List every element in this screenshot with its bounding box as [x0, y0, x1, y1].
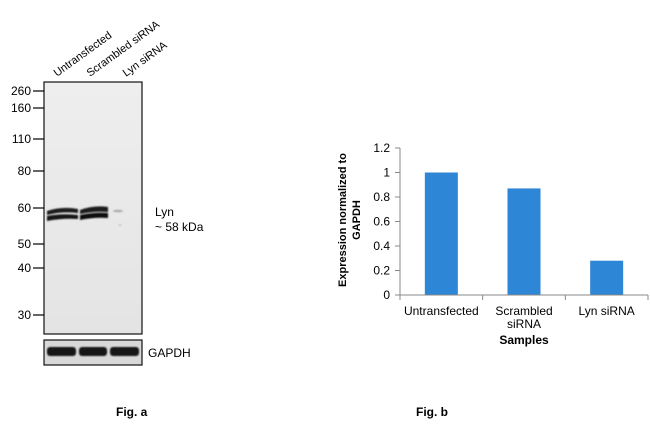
blot-panel — [43, 81, 143, 335]
marker-110: 110 — [12, 132, 31, 146]
figure-b-caption: Fig. b — [416, 405, 448, 419]
marker-30: 30 — [18, 308, 32, 322]
western-blot-figure: Untransfected Scrambled siRNA Lyn siRNA … — [11, 18, 204, 366]
band-lyn-sirna-faint — [113, 209, 123, 213]
y-tick-label: 1.2 — [373, 141, 390, 155]
y-tick-label: 0.4 — [373, 239, 390, 253]
gapdh-bands — [47, 347, 139, 356]
marker-40: 40 — [18, 261, 32, 275]
x-tick-label: Untransfected — [404, 304, 479, 318]
x-axis-title: Samples — [499, 333, 549, 347]
marker-60: 60 — [18, 201, 32, 215]
marker-50: 50 — [18, 237, 32, 251]
marker-260: 260 — [11, 84, 31, 98]
bars — [424, 172, 624, 295]
marker-80: 80 — [18, 164, 32, 178]
marker-160: 160 — [11, 101, 31, 115]
x-tick-label: Scrambled — [495, 304, 552, 318]
x-tick-label: siRNA — [507, 317, 541, 331]
band-label-lyn: Lyn — [155, 205, 174, 219]
bar — [507, 188, 541, 295]
band-scrambled-upper — [80, 206, 108, 214]
y-tick-label: 1 — [383, 166, 390, 180]
y-tick-label: 0 — [383, 288, 390, 302]
band-untransfected-lower — [47, 214, 78, 221]
figure-a-caption: Fig. a — [116, 405, 148, 419]
band-scrambled-lower — [80, 212, 108, 220]
band-untransfected-upper — [47, 207, 78, 215]
band-lyn-sirna-faint-2 — [118, 224, 122, 226]
y-tick-label: 0.6 — [373, 215, 390, 229]
y-axis-label-line2: GAPDH — [351, 200, 363, 240]
y-axis: 0 0.2 0.4 0.6 0.8 1 1.2 — [373, 141, 401, 302]
lyn-bands — [47, 206, 123, 226]
bar-chart: Expression normalized to GAPDH 0 0.2 0.4 0.… — [337, 141, 649, 347]
x-tick-label: Lyn siRNA — [579, 304, 635, 318]
y-tick-label: 0.8 — [373, 190, 390, 204]
bar — [424, 172, 458, 295]
bar — [590, 260, 624, 295]
band-label-size: ~ 58 kDa — [155, 220, 204, 234]
marker-ladder: 260 160 110 80 60 50 40 30 — [11, 84, 44, 322]
y-axis-label-line1: Expression normalized to — [337, 153, 349, 287]
gapdh-label: GAPDH — [148, 346, 191, 360]
y-tick-label: 0.2 — [373, 264, 390, 278]
